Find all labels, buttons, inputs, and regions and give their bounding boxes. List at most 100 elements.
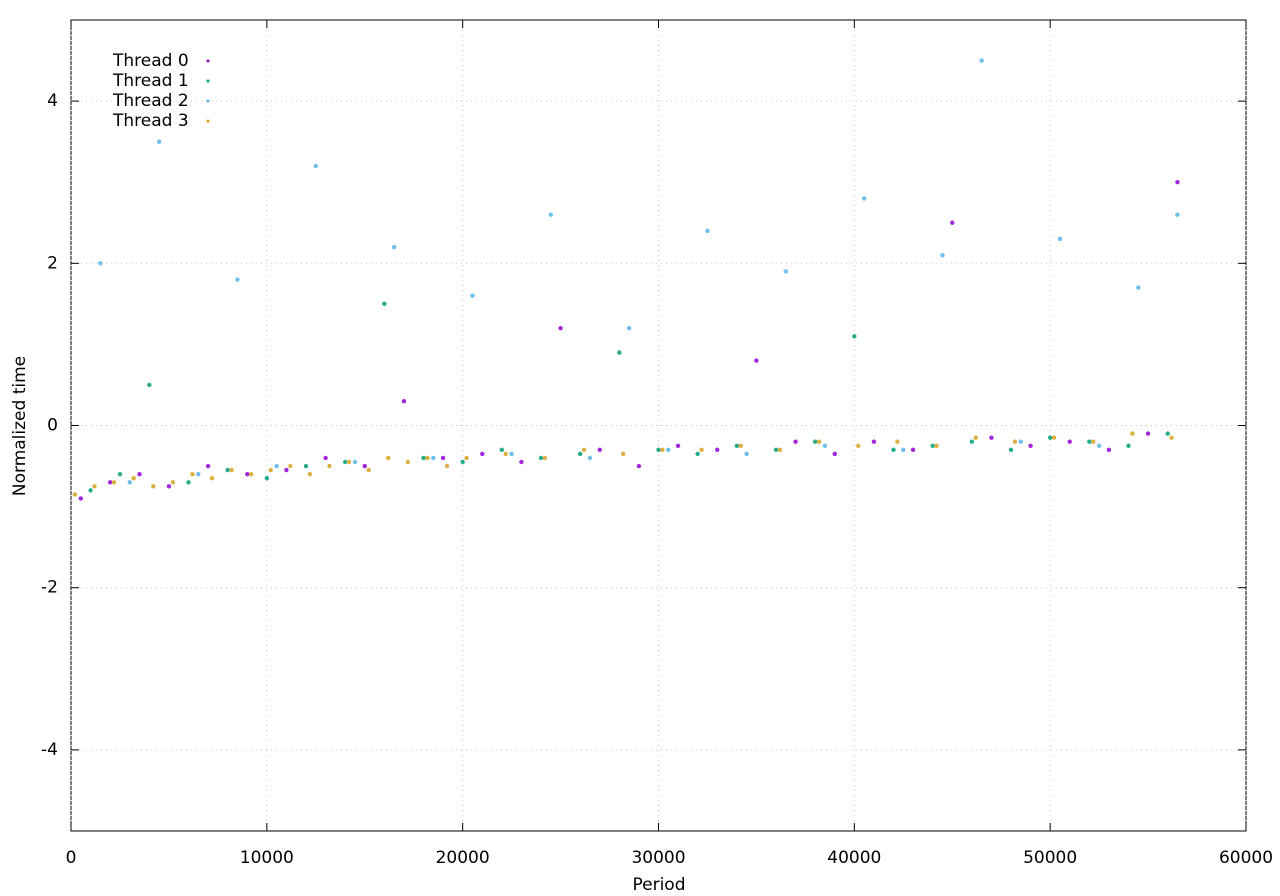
point — [587, 455, 593, 461]
point — [460, 459, 465, 465]
point — [229, 467, 234, 473]
point — [352, 459, 358, 465]
point — [264, 476, 270, 481]
point — [166, 484, 172, 489]
point — [346, 459, 352, 465]
point — [274, 463, 279, 469]
y-tick-label: 4 — [47, 91, 58, 111]
point — [1145, 431, 1151, 436]
point — [1028, 443, 1033, 448]
point — [137, 471, 142, 477]
point — [950, 220, 955, 225]
y-tick-label: -2 — [41, 578, 58, 598]
point — [715, 447, 720, 453]
grid — [70, 20, 1247, 831]
point — [72, 492, 78, 497]
point — [979, 58, 984, 63]
x-tick-label: 40000 — [827, 848, 881, 868]
point — [405, 459, 411, 465]
point — [245, 471, 250, 477]
point — [327, 463, 332, 469]
point — [107, 480, 113, 485]
point — [78, 496, 83, 501]
point — [401, 398, 407, 404]
point — [940, 252, 945, 258]
y-axis-label: Normalized time — [10, 356, 30, 496]
y-tick-label: -4 — [41, 740, 58, 760]
x-tick-label: 30000 — [631, 848, 685, 868]
point — [519, 459, 524, 465]
point — [156, 139, 162, 144]
point — [303, 463, 309, 469]
legend-marker — [206, 79, 210, 83]
legend-label: Thread 0 — [112, 51, 189, 71]
y-tick-label: 0 — [47, 416, 58, 436]
point — [548, 212, 553, 217]
point — [597, 447, 602, 453]
x-tick-label: 60000 — [1219, 848, 1273, 868]
point — [812, 439, 818, 444]
point — [444, 463, 450, 469]
point — [783, 269, 788, 274]
point — [777, 447, 783, 453]
point — [910, 447, 916, 453]
x-tick-label: 0 — [66, 848, 77, 868]
point — [705, 228, 710, 234]
point — [852, 334, 857, 339]
point — [1136, 285, 1141, 290]
point — [832, 451, 837, 457]
point — [861, 196, 867, 201]
point — [1091, 439, 1096, 444]
point — [225, 467, 230, 473]
point — [1126, 443, 1131, 448]
point — [621, 451, 626, 457]
point — [151, 484, 156, 489]
point — [660, 447, 665, 453]
point — [542, 455, 548, 461]
point — [366, 467, 371, 473]
x-tick-label: 50000 — [1023, 848, 1077, 868]
point — [131, 476, 136, 481]
point — [1106, 447, 1112, 453]
point — [1012, 439, 1018, 444]
point — [170, 480, 176, 485]
point — [209, 476, 215, 481]
point — [1165, 431, 1170, 436]
legend-marker — [206, 99, 210, 103]
legend-label: Thread 2 — [112, 91, 189, 111]
point — [738, 443, 743, 448]
point — [538, 455, 544, 461]
point — [901, 447, 906, 453]
point — [856, 443, 861, 448]
point — [636, 463, 642, 469]
point — [503, 451, 508, 457]
point — [288, 463, 293, 469]
point — [1018, 439, 1023, 444]
point — [666, 447, 671, 453]
point — [558, 325, 563, 331]
point — [111, 480, 117, 485]
legend-label: Thread 1 — [112, 71, 189, 91]
point — [793, 439, 798, 444]
point — [1051, 435, 1057, 440]
point — [386, 455, 391, 461]
point — [127, 480, 132, 485]
point — [205, 463, 211, 469]
point — [362, 463, 367, 469]
legend-marker — [206, 119, 210, 123]
point — [1008, 447, 1014, 453]
point — [969, 439, 975, 444]
point — [235, 277, 240, 282]
point — [313, 163, 318, 169]
point — [1067, 439, 1072, 444]
point — [816, 439, 822, 444]
point — [268, 467, 273, 473]
point — [695, 451, 700, 457]
point — [699, 447, 704, 453]
x-tick-label: 10000 — [240, 848, 294, 868]
point — [480, 451, 485, 457]
point — [1169, 435, 1174, 440]
y-tick-label: 2 — [47, 253, 58, 273]
point — [88, 488, 93, 493]
